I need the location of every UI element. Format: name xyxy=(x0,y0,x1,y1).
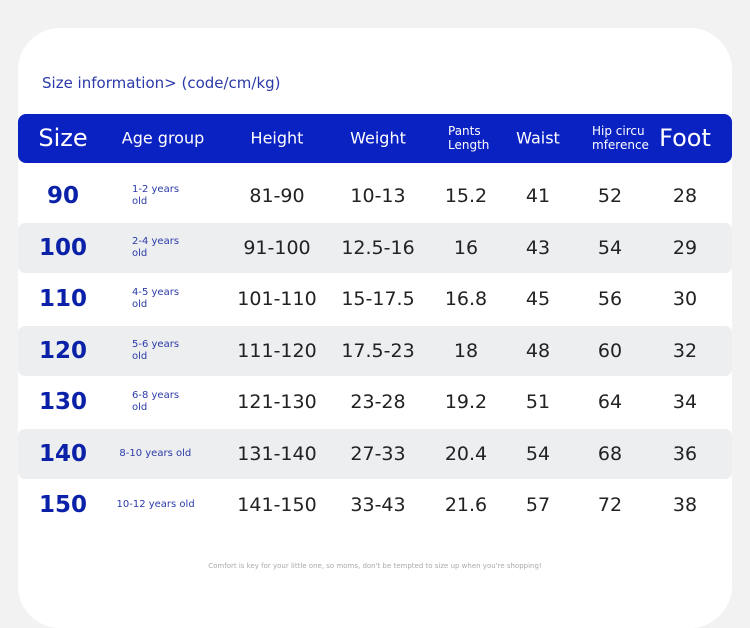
value-cell: 10-13 xyxy=(350,185,406,207)
row-band xyxy=(18,428,732,479)
value-cell: 48 xyxy=(525,339,551,362)
size-cell: 100 xyxy=(38,234,88,261)
value-cell: 12.5-16 xyxy=(341,236,415,259)
row-band xyxy=(18,325,732,376)
value-cell: 27-33 xyxy=(350,442,406,465)
header-cell: Age group xyxy=(121,128,205,148)
age-cell: 4-5 years old xyxy=(132,287,180,310)
value-cell: 64 xyxy=(597,391,623,413)
value-cell: 36 xyxy=(672,442,698,465)
age-cell: 2-4 years old xyxy=(132,235,180,259)
value-cell: 28 xyxy=(672,185,698,207)
size-cell: 90 xyxy=(46,183,80,209)
size-cell: 130 xyxy=(38,389,88,415)
value-cell: 54 xyxy=(597,236,623,259)
value-cell: 16.8 xyxy=(444,288,488,310)
value-cell: 34 xyxy=(672,391,698,413)
header-cell: Hip circu mference xyxy=(592,124,649,152)
note: Comfort is key for your little one, so m… xyxy=(208,562,542,570)
age-cell: 8-10 years old xyxy=(119,447,192,459)
header-cell: Waist xyxy=(516,128,560,148)
value-cell: 19.2 xyxy=(444,391,488,413)
value-cell: 111-120 xyxy=(237,339,317,362)
value-cell: 56 xyxy=(597,288,623,310)
value-cell: 91-100 xyxy=(243,236,311,259)
row-band xyxy=(18,222,732,273)
age-cell: 10-12 years old xyxy=(116,499,195,510)
value-cell: 30 xyxy=(672,288,698,310)
header-cell: Weight xyxy=(350,128,406,148)
value-cell: 101-110 xyxy=(237,288,317,310)
size-cell: 120 xyxy=(38,337,88,364)
value-cell: 41 xyxy=(525,185,551,207)
value-cell: 16 xyxy=(453,236,479,259)
value-cell: 38 xyxy=(672,494,698,516)
title: Size information> (code/cm/kg) xyxy=(42,74,281,92)
value-cell: 20.4 xyxy=(444,442,488,465)
header-cell: Height xyxy=(250,128,304,148)
header-cell: Foot xyxy=(659,124,711,152)
value-cell: 81-90 xyxy=(249,185,305,207)
header-bar xyxy=(18,114,732,163)
value-cell: 57 xyxy=(525,494,551,516)
page: {"title": "Size information> (code/cm/kg… xyxy=(18,28,732,628)
header-cell: Pants Length xyxy=(448,124,490,152)
age-cell: 5-6 years old xyxy=(132,338,180,362)
size-cell: 140 xyxy=(38,440,88,467)
value-cell: 54 xyxy=(525,442,551,465)
value-cell: 121-130 xyxy=(237,391,317,413)
value-cell: 43 xyxy=(525,236,551,259)
size-cell: 150 xyxy=(38,492,88,518)
value-cell: 29 xyxy=(672,236,698,259)
value-cell: 131-140 xyxy=(237,442,317,465)
value-cell: 15.2 xyxy=(444,185,488,207)
age-cell: 6-8 years old xyxy=(132,390,180,413)
value-cell: 52 xyxy=(597,185,623,207)
value-cell: 72 xyxy=(597,494,623,516)
value-cell: 68 xyxy=(597,442,623,465)
value-cell: 33-43 xyxy=(350,494,406,516)
value-cell: 32 xyxy=(672,339,698,362)
age-cell: 1-2 years old xyxy=(132,184,180,207)
header-cell: Size xyxy=(38,124,88,152)
value-cell: 141-150 xyxy=(237,494,317,516)
value-cell: 60 xyxy=(597,339,623,362)
value-cell: 45 xyxy=(525,288,551,310)
size-cell: 110 xyxy=(38,286,88,312)
value-cell: 51 xyxy=(525,391,551,413)
value-cell: 21.6 xyxy=(444,494,488,516)
value-cell: 18 xyxy=(453,339,479,362)
value-cell: 15-17.5 xyxy=(341,288,415,310)
value-cell: 17.5-23 xyxy=(341,339,415,362)
value-cell: 23-28 xyxy=(350,391,406,413)
